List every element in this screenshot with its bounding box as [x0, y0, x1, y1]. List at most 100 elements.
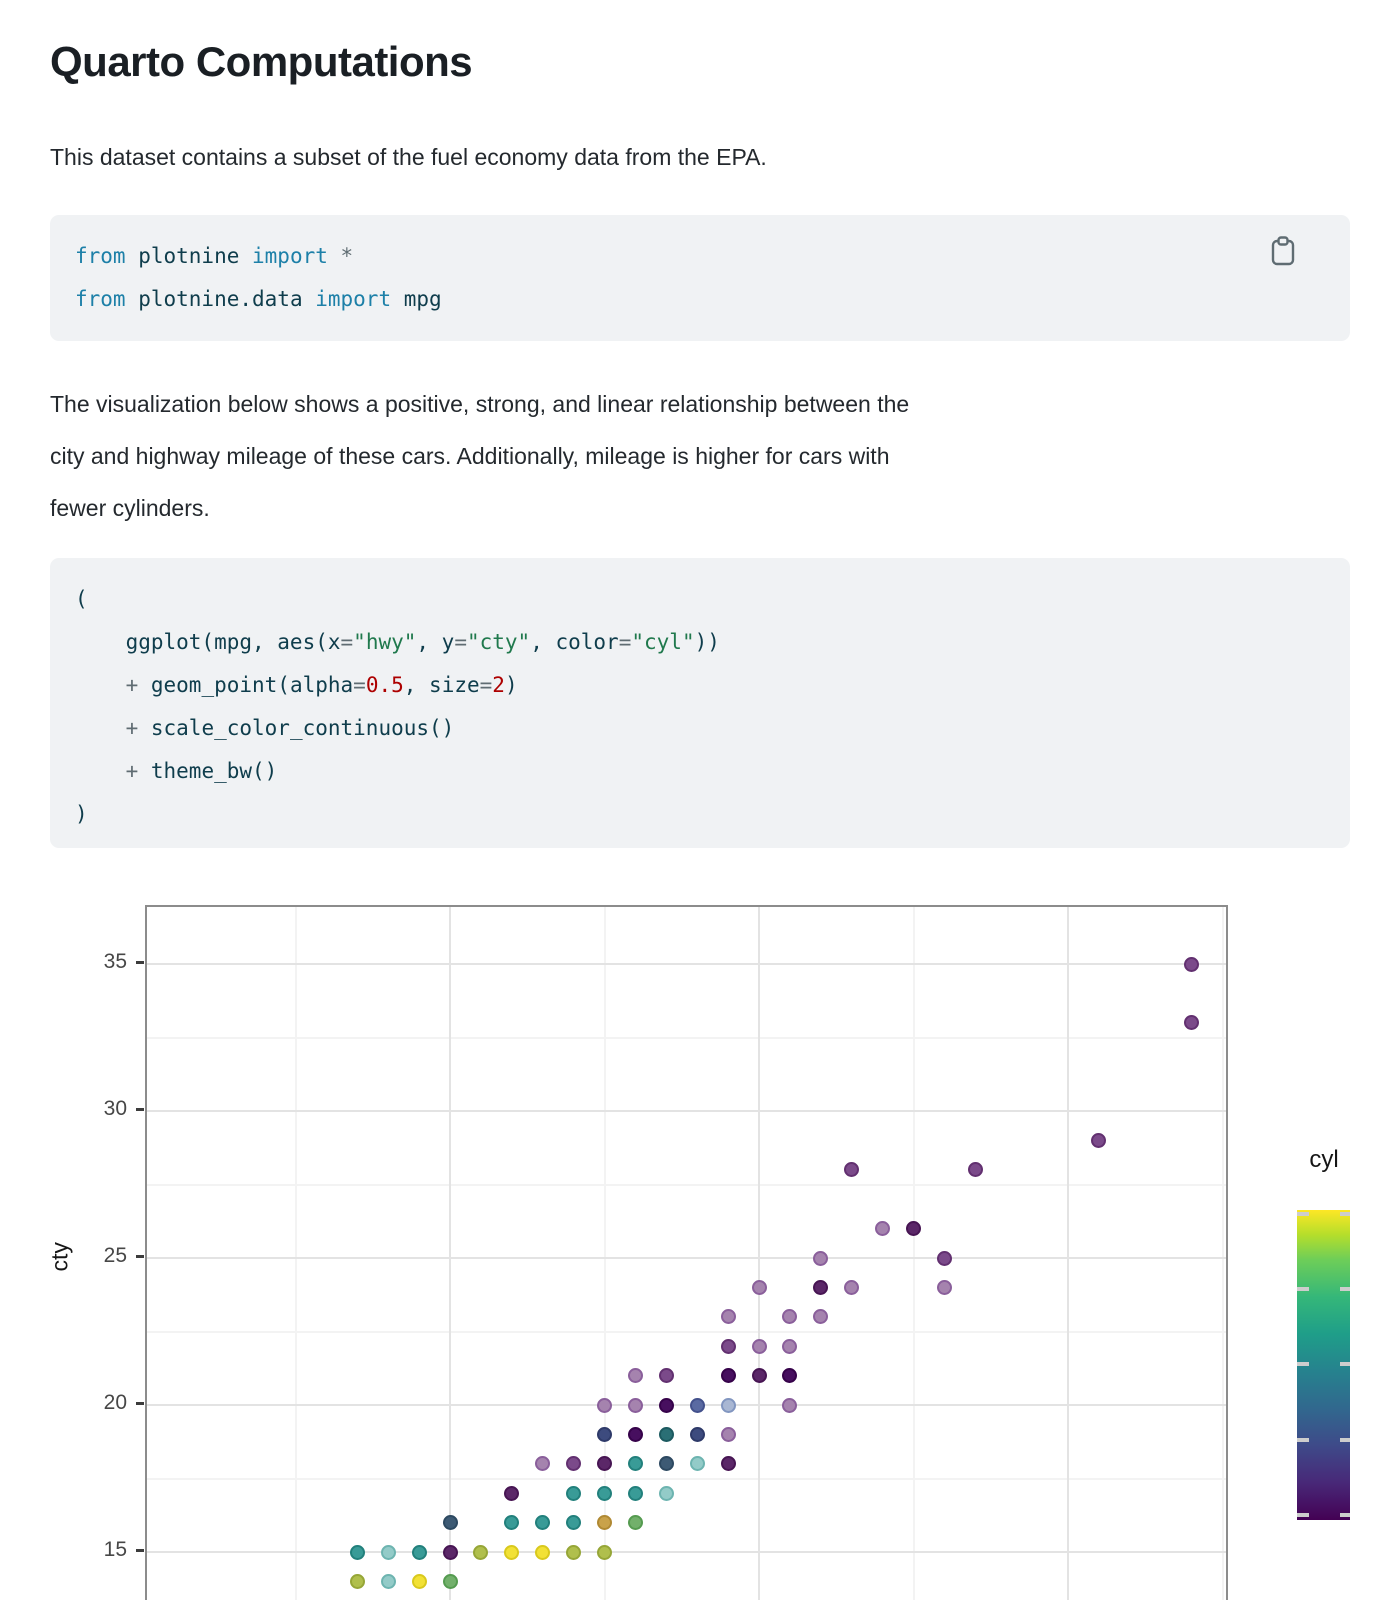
code-line: + scale_color_continuous()	[125, 716, 455, 740]
clipboard-icon	[1271, 236, 1295, 266]
plot-panel	[145, 905, 1228, 1600]
data-point	[906, 1221, 921, 1237]
colorbar-tick	[1340, 1437, 1350, 1442]
gridline-minor	[1221, 907, 1224, 1600]
data-point	[535, 1544, 551, 1560]
code-line: + geom_point(alpha=0.5, size=2)	[125, 673, 518, 697]
data-point	[504, 1544, 520, 1560]
code-line: ggplot(mpg, aes(x="hwy", y="cty", color=…	[75, 630, 720, 654]
y-tick-label: 25	[103, 1244, 127, 1267]
colorbar-tick	[1297, 1437, 1309, 1442]
y-tick-mark	[136, 1548, 144, 1552]
data-point	[566, 1456, 582, 1472]
data-point	[535, 1515, 551, 1531]
y-tick-label: 35	[103, 950, 127, 973]
data-point	[967, 1162, 983, 1178]
colorbar-tick	[1297, 1287, 1309, 1292]
data-point	[597, 1426, 612, 1442]
data-point	[566, 1515, 582, 1531]
analysis-paragraph: The visualization below shows a positive…	[50, 391, 910, 521]
code-imports-lines: from plotnine import * from plotnine.data…	[75, 235, 1325, 321]
data-point	[597, 1544, 612, 1560]
code-line: + theme_bw()	[125, 759, 278, 783]
y-tick-label: 30	[103, 1097, 127, 1120]
gridline-minor	[147, 1330, 1226, 1333]
code-block-imports: from plotnine import * from plotnine.data…	[50, 215, 1350, 341]
code-line: (	[75, 587, 88, 611]
colorbar-tick	[1340, 1211, 1350, 1216]
y-tick-mark	[136, 1401, 144, 1405]
data-point	[380, 1544, 396, 1560]
gridline-major	[758, 907, 760, 1600]
colorbar-legend	[1297, 1210, 1350, 1520]
gridline-minor	[603, 907, 606, 1600]
gridline-minor	[147, 1477, 1226, 1480]
data-point	[411, 1573, 427, 1589]
gridline-minor	[147, 1183, 1226, 1186]
gridline-major	[147, 1257, 1226, 1259]
data-point	[349, 1573, 365, 1589]
copy-code-button[interactable]	[1268, 235, 1298, 267]
data-point	[1184, 1015, 1200, 1031]
data-point	[720, 1368, 736, 1384]
code-plot-lines: ( ggplot(mpg, aes(x="hwy", y="cty", colo…	[75, 578, 1325, 836]
legend-title: cyl	[1309, 1146, 1339, 1173]
data-point	[411, 1544, 427, 1560]
data-point	[380, 1573, 396, 1589]
colorbar-tick	[1340, 1513, 1350, 1518]
scatter-plot-figure: 15 20 25 30 35 cty cyl	[0, 890, 1400, 1600]
data-point	[751, 1338, 767, 1354]
colorbar-tick	[1297, 1211, 1309, 1216]
data-point	[813, 1250, 829, 1266]
code-block-plot: ( ggplot(mpg, aes(x="hwy", y="cty", colo…	[50, 558, 1350, 848]
data-point	[936, 1250, 952, 1266]
data-point	[844, 1162, 860, 1178]
data-point	[689, 1456, 705, 1472]
gridline-major	[147, 963, 1226, 965]
data-point	[720, 1309, 736, 1325]
data-point	[627, 1456, 643, 1472]
page-title: Quarto Computations	[50, 38, 473, 85]
data-point	[689, 1426, 705, 1442]
code-line: from plotnine.data import mpg	[75, 287, 442, 311]
data-point	[720, 1338, 736, 1354]
colorbar-tick	[1297, 1362, 1309, 1367]
intro-paragraph: This dataset contains a subset of the fu…	[50, 144, 767, 170]
data-point	[689, 1397, 705, 1413]
code-line: )	[75, 802, 88, 826]
data-point	[782, 1338, 798, 1354]
data-point	[627, 1368, 643, 1384]
data-point	[597, 1515, 612, 1531]
data-point	[658, 1368, 674, 1384]
data-point	[627, 1515, 643, 1531]
gridline-minor	[912, 907, 915, 1600]
data-point	[1091, 1132, 1107, 1148]
data-point	[813, 1309, 829, 1325]
data-point	[658, 1397, 674, 1413]
data-point	[504, 1485, 520, 1501]
gridline-minor	[147, 1036, 1226, 1039]
data-point	[473, 1544, 489, 1560]
data-point	[597, 1397, 612, 1413]
data-point	[782, 1397, 798, 1413]
data-point	[875, 1221, 891, 1237]
y-axis-title: cty	[46, 1242, 73, 1272]
gridline-major	[449, 907, 451, 1600]
data-point	[658, 1485, 674, 1501]
data-point	[442, 1544, 458, 1560]
gridline-major	[147, 1404, 1226, 1406]
data-point	[936, 1279, 952, 1295]
data-point	[349, 1544, 365, 1560]
gridline-major	[147, 1551, 1226, 1553]
data-point	[535, 1456, 551, 1472]
data-point	[627, 1485, 643, 1501]
data-point	[597, 1485, 612, 1501]
data-point	[844, 1279, 860, 1295]
gridline-major	[147, 1110, 1226, 1112]
data-point	[627, 1426, 643, 1442]
data-point	[566, 1485, 582, 1501]
gridline-minor	[294, 907, 297, 1600]
y-tick-mark	[136, 960, 144, 964]
y-tick-mark	[136, 1107, 144, 1111]
data-point	[720, 1397, 736, 1413]
